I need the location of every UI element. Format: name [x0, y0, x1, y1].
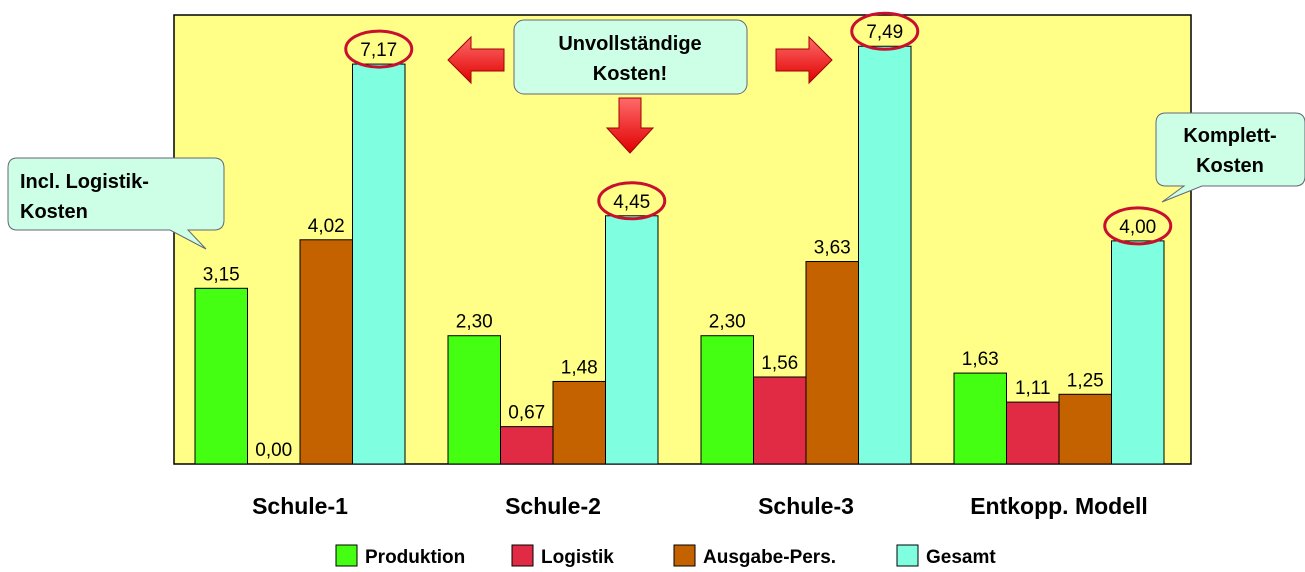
category-label: Schule-2 [505, 493, 601, 519]
bar-produktion-1 [194, 287, 248, 465]
legend: Produktion Logistik Ausgabe-Pers. Gesamt [335, 544, 996, 568]
value-label: 3,63 [814, 238, 851, 259]
callout-center-line1: Unvollständige [558, 33, 701, 55]
legend-label: Logistik [541, 547, 614, 568]
bar-ausgabe-pers--3 [805, 261, 859, 465]
value-label: 0,00 [255, 440, 292, 461]
value-labels: 3,15 0,00 4,02 7,17 2,30 0,67 1,48 4,45 2,30 1,56… [203, 22, 1156, 461]
value-label: 7,49 [866, 22, 903, 43]
value-label: 1,25 [1067, 370, 1104, 391]
legend-label: Ausgabe-Pers. [703, 547, 836, 568]
category-labels: Schule-1 Schule-2 Schule-3 Entkopp. Modell [252, 493, 1148, 519]
value-label: 1,48 [561, 357, 598, 378]
legend-label: Produktion [365, 547, 465, 568]
bar-logistik-2 [500, 426, 554, 465]
callout-left-line2: Kosten [20, 201, 88, 223]
value-label: 2,30 [709, 312, 746, 333]
highlight-ring [850, 11, 920, 51]
value-label: 1,63 [962, 349, 999, 370]
legend-swatch [673, 544, 696, 567]
arrow-right-icon [775, 35, 833, 85]
callout-right-line2: Kosten [1196, 155, 1264, 177]
value-label: 1,11 [1015, 378, 1051, 399]
bar-gesamt-2 [605, 215, 659, 465]
value-label: 7,17 [360, 40, 397, 61]
category-label: Schule-1 [252, 493, 348, 519]
legend-swatch [896, 544, 919, 567]
bar-produktion-3 [700, 335, 754, 465]
bar-ausgabe-pers--2 [552, 380, 606, 465]
bar-ausgabe-pers--1 [299, 239, 353, 465]
value-label: 4,45 [613, 192, 650, 213]
value-label: 0,67 [508, 403, 545, 424]
value-label: 3,15 [203, 264, 240, 285]
legend-label: Gesamt [926, 547, 996, 568]
highlight-ring [1103, 206, 1173, 246]
arrow-down-icon [605, 97, 655, 154]
value-label: 4,02 [308, 216, 345, 237]
category-label: Schule-3 [758, 493, 854, 519]
bar-ausgabe-pers--4 [1058, 393, 1112, 465]
highlight-ring [344, 29, 414, 69]
bar-gesamt-3 [858, 45, 912, 465]
bar-logistik-4 [1006, 401, 1060, 465]
highlight-ring [597, 181, 667, 221]
callout-center-line2: Kosten! [593, 63, 667, 85]
callout-unvollstaendige-kosten: Unvollständige Kosten! [513, 19, 748, 95]
arrow-left-icon [447, 35, 505, 85]
value-label: 1,56 [761, 353, 798, 374]
bar-gesamt-4 [1111, 240, 1165, 465]
bar-logistik-3 [753, 376, 807, 465]
callout-right-line1: Komplett- [1183, 125, 1276, 147]
category-label: Entkopp. Modell [970, 493, 1148, 519]
bar-gesamt-1 [352, 63, 406, 465]
legend-swatch [335, 544, 358, 567]
highlight-circles [344, 11, 1173, 246]
callout-left-line1: Incl. Logistik- [20, 171, 149, 193]
bar-produktion-4 [953, 372, 1007, 465]
value-label: 2,30 [456, 312, 493, 333]
bars-group [194, 45, 1165, 465]
callout-komplett-kosten: Komplett- Kosten [1155, 112, 1305, 203]
value-label: 4,00 [1119, 217, 1156, 238]
callout-incl-logistik-kosten: Incl. Logistik- Kosten [7, 157, 225, 250]
legend-swatch [511, 544, 534, 567]
bar-produktion-2 [447, 335, 501, 465]
